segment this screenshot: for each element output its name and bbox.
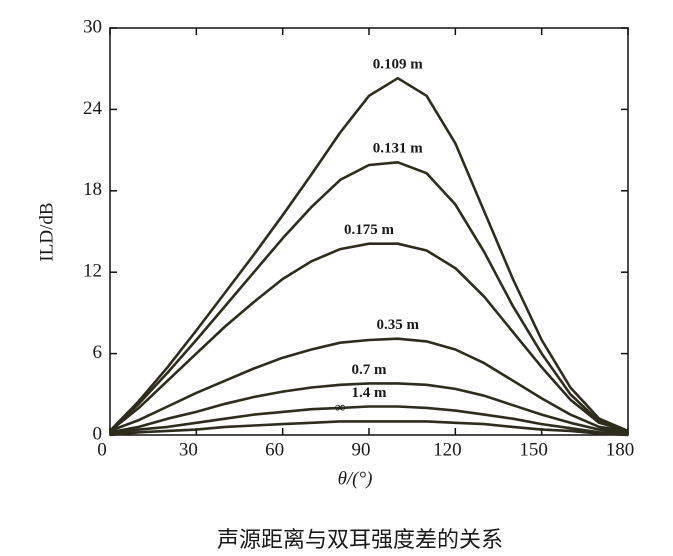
series-line	[109, 420, 629, 437]
series-label: 0.131 m	[373, 141, 424, 157]
series-label: 0.7 m	[352, 362, 388, 378]
series-line	[109, 337, 629, 433]
x-tick-label: 180	[606, 439, 635, 460]
x-tick-label: 60	[265, 439, 284, 460]
caption: 声源距离与双耳强度差的关系	[217, 527, 503, 552]
x-tick-label: 30	[179, 439, 198, 460]
y-tick-label: 12	[83, 261, 102, 282]
y-axis-label: ILD/dB	[36, 202, 57, 261]
y-tick-label: 0	[93, 423, 103, 444]
series-label: ∞	[335, 400, 346, 416]
x-tick-label: 0	[97, 439, 107, 460]
y-tick-label: 30	[83, 16, 102, 37]
y-tick-label: 18	[83, 179, 102, 200]
x-axis-label: θ/(°)	[338, 468, 373, 489]
series-label: 1.4 m	[352, 385, 388, 401]
series-line	[109, 161, 629, 433]
x-tick-label: 120	[433, 439, 462, 460]
x-tick-label: 90	[352, 439, 371, 460]
series-label: 0.109 m	[373, 57, 424, 73]
series-label: 0.35 m	[377, 317, 420, 333]
y-tick-label: 6	[93, 342, 103, 363]
y-tick-label: 24	[83, 98, 103, 119]
series-line	[109, 76, 629, 433]
series-line	[109, 405, 629, 435]
series-line	[109, 382, 629, 434]
x-tick-label: 150	[519, 439, 548, 460]
series-label: 0.175 m	[344, 222, 395, 238]
series-line	[109, 242, 629, 433]
